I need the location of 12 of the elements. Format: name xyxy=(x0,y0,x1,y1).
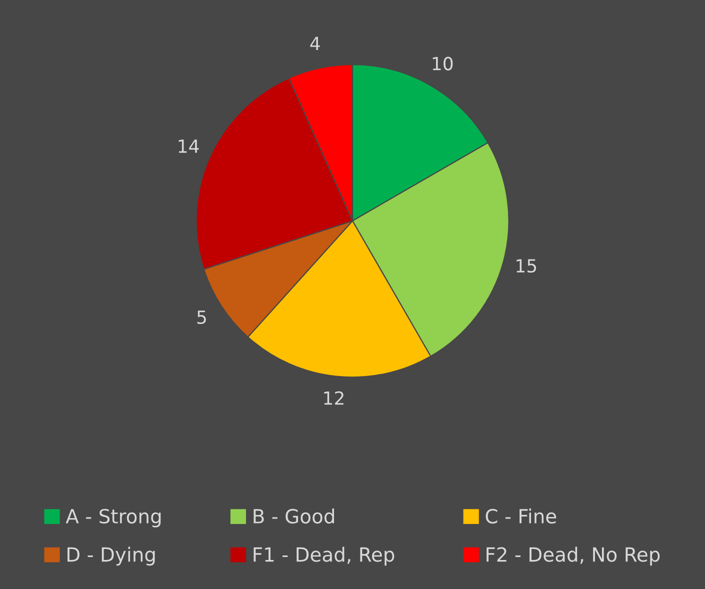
legend-label: B - Good xyxy=(254,508,334,524)
legend-label: C - Fine xyxy=(486,508,556,524)
data-label: 5 xyxy=(197,310,206,324)
data-label: 10 xyxy=(432,56,453,70)
data-label: 12 xyxy=(324,391,344,405)
data-label: 4 xyxy=(310,36,320,50)
data-label: 14 xyxy=(178,140,199,153)
legend-label: F2 - Dead, No Rep xyxy=(486,546,660,566)
legend-label: D - Dying xyxy=(68,546,155,566)
legend-label: F1 - Dead, Rep xyxy=(254,546,394,566)
data-label: 15 xyxy=(516,259,536,273)
legend-label: A - Strong xyxy=(66,508,161,528)
